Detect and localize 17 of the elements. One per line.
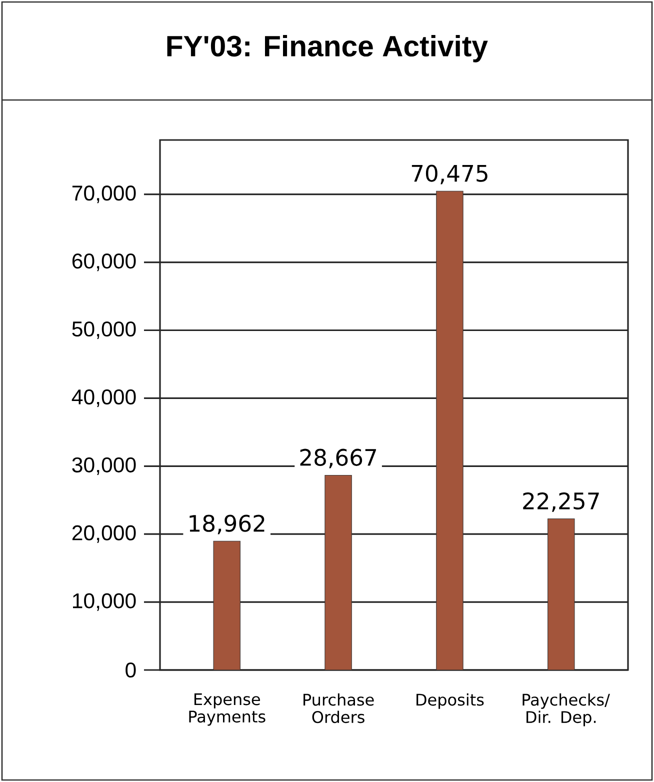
data-label: 28,667 [300, 448, 376, 468]
y-tick-label: 20,000 [72, 525, 136, 543]
data-label: 18,962 [190, 514, 264, 534]
y-tick-label: 0 [126, 662, 136, 678]
y-tick-label: 60,000 [72, 254, 136, 272]
x-tick-label: Paychecks/ Dir. Dep. [522, 693, 610, 726]
y-tick-label: 70,000 [72, 186, 136, 204]
chart-title: FY'03: Finance Activity [167, 34, 488, 62]
y-tick-label: 50,000 [72, 321, 136, 340]
x-tick-label: Purchase Orders [304, 693, 374, 724]
y-tick-label: 40,000 [72, 389, 136, 408]
data-label: 70,475 [412, 164, 488, 184]
x-tick-label: Deposits [416, 693, 484, 709]
y-tick-label: 30,000 [72, 457, 136, 475]
data-label: 22,257 [523, 492, 599, 512]
x-tick-label: Expense Payments [189, 693, 266, 726]
y-tick-label: 10,000 [73, 593, 136, 611]
